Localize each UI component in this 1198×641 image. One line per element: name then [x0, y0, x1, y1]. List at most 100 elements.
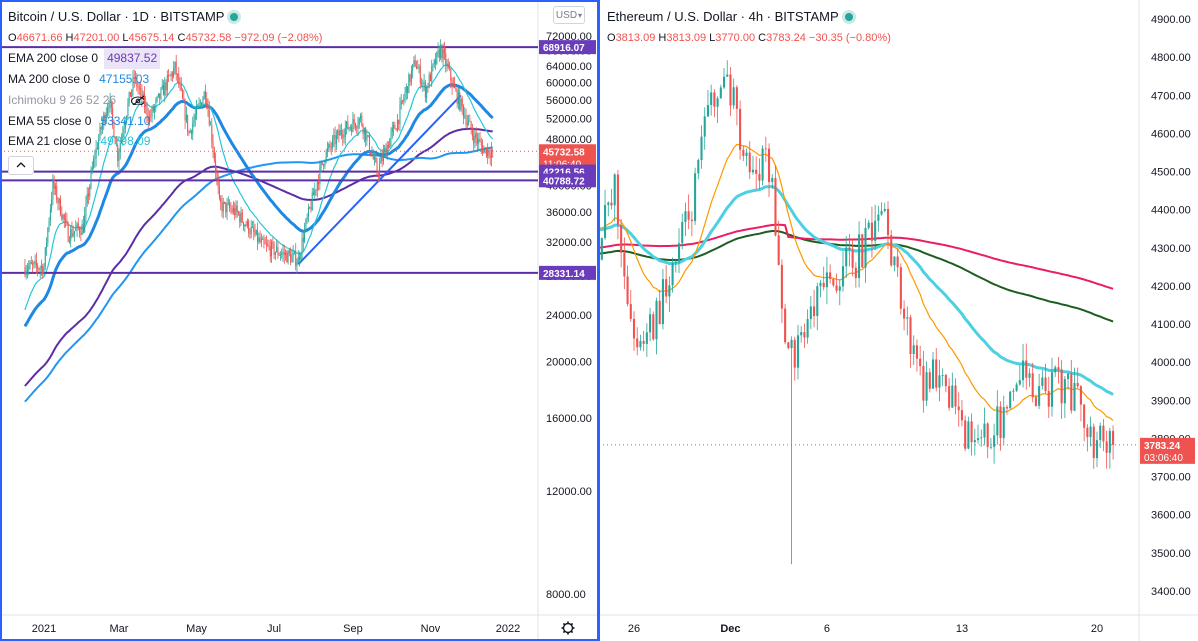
- candle-body: [272, 242, 274, 244]
- candle-body: [224, 201, 226, 203]
- btc-symbol-title[interactable]: Bitcoin / U.S. Dollar · 1D · BITSTAMP: [8, 9, 225, 24]
- candle-body: [398, 119, 400, 125]
- candle-body: [295, 251, 297, 267]
- candle-body: [429, 74, 431, 82]
- candle-body: [234, 207, 236, 216]
- candle-body: [767, 148, 771, 182]
- indicator-row-ema200[interactable]: EMA 200 close 0 49837.52: [8, 48, 322, 70]
- candle-body: [53, 179, 55, 189]
- candle-body: [464, 115, 466, 117]
- candle-body: [1044, 377, 1047, 392]
- candle-body: [254, 232, 256, 235]
- candle-body: [268, 245, 270, 247]
- indicator-row-ichimoku[interactable]: Ichimoku 9 26 52 26: [8, 90, 322, 111]
- candle-body: [463, 106, 465, 117]
- pane-divider[interactable]: [598, 0, 600, 641]
- candle-body: [182, 89, 184, 99]
- price-badge-last: 45732.58: [543, 147, 585, 158]
- candle-body: [119, 143, 121, 153]
- btc-chart-canvas[interactable]: 8000.00 12000.00 16000.00 20000.00 24000.00 2…: [0, 0, 599, 641]
- price-tick-label: 4100.00: [1151, 319, 1191, 331]
- candle-body: [432, 63, 434, 67]
- eye-crossed-icon[interactable]: [130, 95, 145, 106]
- candle-body: [151, 107, 153, 117]
- eth-chart-pane[interactable]: 3400.003500.003600.003700.003800.003900.…: [599, 0, 1198, 641]
- candle-body: [391, 127, 393, 133]
- candle-body: [706, 105, 709, 117]
- indicator-value: 53341.10: [100, 113, 151, 128]
- candle-body: [957, 406, 960, 411]
- candle-body: [175, 61, 177, 75]
- candle-body: [96, 147, 98, 149]
- candle-body: [225, 202, 227, 213]
- candle-body: [610, 202, 613, 206]
- currency-label: USD: [555, 9, 578, 21]
- candle-body: [777, 235, 780, 265]
- indicator-row-ema55[interactable]: EMA 55 close 0 53341.10: [8, 111, 322, 132]
- candle-body: [276, 247, 278, 252]
- currency-select[interactable]: USD ▾: [553, 6, 585, 24]
- gear-icon[interactable]: [561, 621, 575, 635]
- candle-body: [307, 207, 309, 218]
- candle-body: [286, 252, 288, 263]
- candle-body: [124, 122, 126, 129]
- candle-body: [346, 121, 348, 128]
- candle-body: [145, 104, 147, 107]
- eth-chart-canvas[interactable]: 3400.003500.003600.003700.003800.003900.…: [599, 0, 1198, 641]
- candle-body: [771, 178, 774, 182]
- candle-body: [169, 75, 171, 77]
- btc-chart-pane[interactable]: 8000.00 12000.00 16000.00 20000.00 24000.00 2…: [0, 0, 599, 641]
- candle-body: [713, 92, 716, 107]
- candle-body: [880, 210, 883, 215]
- price-tick-label: 64000.00: [546, 61, 592, 73]
- candle-body: [941, 374, 944, 376]
- candle-body: [1009, 391, 1012, 409]
- candle-body: [325, 151, 327, 162]
- candle-body: [390, 132, 392, 139]
- candle-body: [249, 233, 251, 235]
- candle-body: [417, 67, 419, 69]
- ma-200-line: [24, 146, 493, 403]
- candle-body: [70, 229, 72, 242]
- candle-body: [697, 160, 700, 174]
- btc-title-row: Bitcoin / U.S. Dollar · 1D · BITSTAMP: [8, 7, 322, 28]
- candle-body: [436, 51, 438, 65]
- candle-body: [806, 319, 809, 338]
- candle-body: [37, 265, 39, 269]
- candle-body: [165, 82, 167, 91]
- candle-body: [1105, 441, 1108, 453]
- chevron-up-icon[interactable]: [8, 155, 34, 175]
- candle-body: [784, 308, 787, 343]
- candle-body: [282, 252, 284, 254]
- candle-body: [54, 186, 56, 189]
- candle-body: [414, 60, 416, 67]
- candle-body: [231, 209, 233, 213]
- indicator-row-ema21[interactable]: EMA 21 close 0 49798.09: [8, 131, 322, 152]
- candle-body: [329, 144, 331, 147]
- eth-symbol-title[interactable]: Ethereum / U.S. Dollar · 4h · BITSTAMP: [607, 9, 839, 24]
- candle-body: [117, 145, 119, 162]
- candle-body: [726, 74, 729, 77]
- candle-body: [99, 127, 101, 140]
- indicator-name: MA 200 close 0: [8, 72, 91, 87]
- candle-body: [258, 237, 260, 243]
- candle-body: [184, 101, 186, 121]
- eth-legend: Ethereum / U.S. Dollar · 4h · BITSTAMP O…: [607, 7, 891, 48]
- price-badge-last-countdown: 03:06:40: [1144, 453, 1183, 464]
- indicator-row-ma200[interactable]: MA 200 close 0 47155.03: [8, 69, 322, 90]
- candle-body: [931, 359, 935, 389]
- candle-body: [245, 224, 247, 226]
- candle-body: [404, 92, 406, 99]
- candle-body: [84, 214, 86, 233]
- candle-body: [919, 358, 922, 367]
- candle-body: [403, 98, 405, 101]
- candle-body: [321, 162, 323, 165]
- candle-body: [75, 228, 77, 232]
- candle-body: [343, 137, 345, 138]
- candle-body: [886, 208, 890, 236]
- candle-body: [162, 85, 164, 96]
- price-tick-label: 52000.00: [546, 114, 592, 126]
- candle-body: [48, 220, 50, 229]
- candle-body: [372, 154, 374, 160]
- candle-body: [250, 227, 252, 234]
